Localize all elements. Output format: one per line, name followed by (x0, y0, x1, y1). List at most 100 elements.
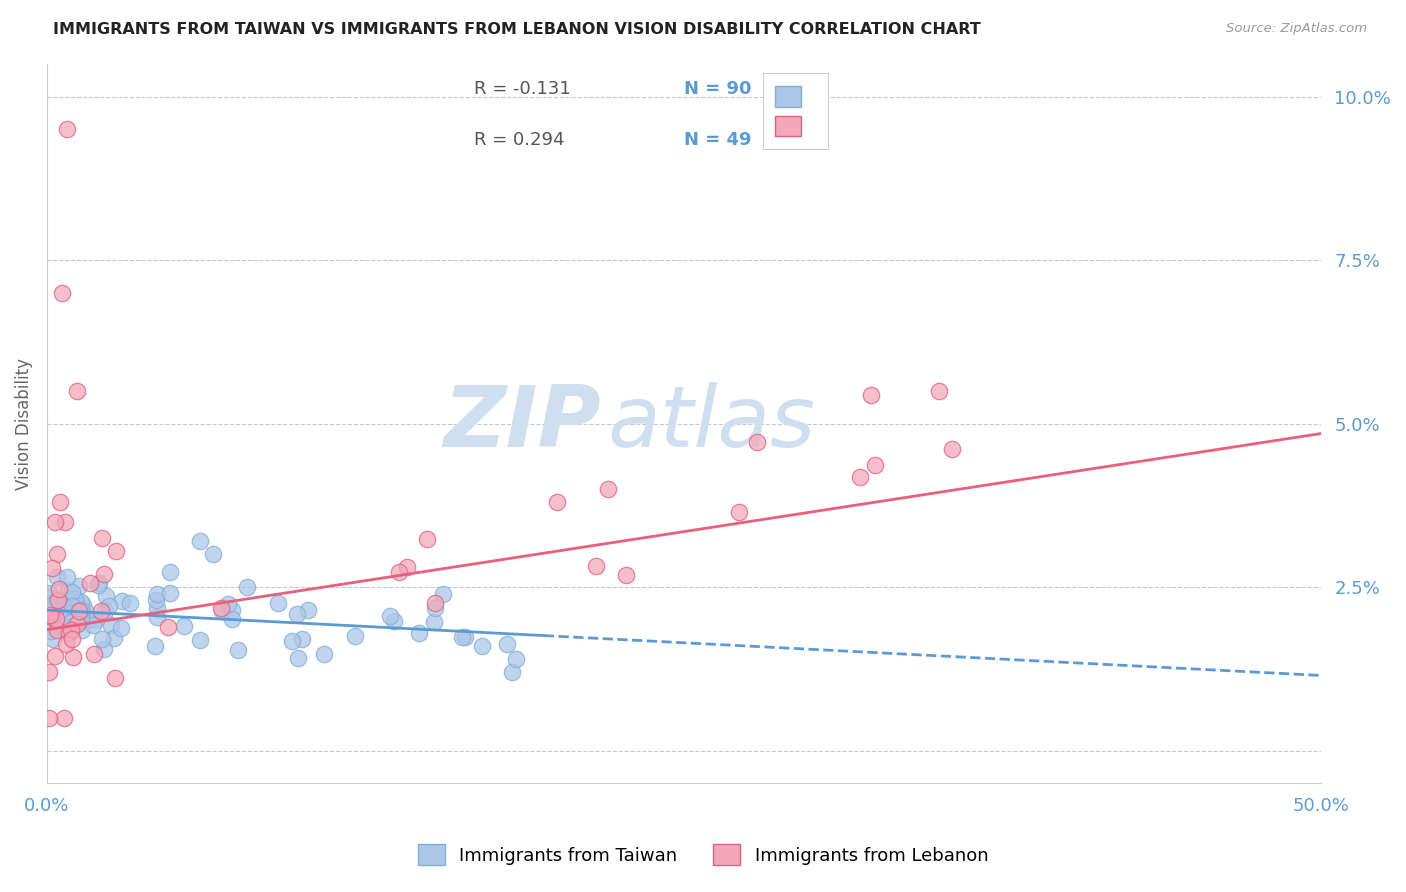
Point (454, 630, 477, 644)
Point (287, 607, 309, 621)
Point (66, 599, 89, 613)
Point (745, 435, 768, 450)
Point (60, 599, 83, 613)
Point (382, 614, 405, 628)
Point (110, 621, 132, 635)
Point (44, 648, 66, 663)
Point (281, 633, 304, 648)
Point (39, 615, 62, 629)
Point (38, 711, 60, 725)
Point (728, 505, 751, 519)
Point (211, 604, 233, 618)
Point (83, 647, 105, 661)
Point (60, 606, 83, 620)
Point (217, 598, 239, 612)
Point (46, 593, 69, 607)
Point (56, 621, 79, 635)
Point (287, 651, 309, 665)
Point (58, 593, 80, 607)
Text: N = 49: N = 49 (683, 130, 751, 149)
Point (159, 585, 181, 599)
Point (596, 482, 619, 496)
Point (156, 620, 179, 634)
Point (59, 623, 82, 637)
Point (451, 630, 474, 644)
Point (42, 632, 65, 646)
Text: atlas: atlas (607, 382, 815, 466)
Point (928, 384, 950, 398)
Point (425, 596, 447, 610)
Point (66, 384, 89, 398)
Point (408, 626, 430, 640)
Point (56, 570, 79, 584)
Point (84, 613, 107, 627)
Point (60, 585, 83, 599)
Point (90, 632, 112, 646)
Point (146, 610, 169, 624)
Point (505, 651, 527, 665)
Point (91, 531, 114, 545)
Point (395, 560, 418, 574)
Point (63, 606, 86, 620)
Point (52, 711, 75, 725)
Text: R = -0.131: R = -0.131 (474, 80, 571, 98)
Point (62, 649, 84, 664)
Point (55, 637, 77, 651)
Point (82, 617, 104, 632)
Point (291, 632, 314, 647)
Point (546, 495, 568, 509)
Point (62, 591, 84, 606)
Point (93, 567, 115, 582)
Point (56, 583, 79, 598)
Point (48, 621, 70, 635)
Point (201, 548, 224, 562)
Point (38, 665, 60, 679)
Point (46, 616, 69, 631)
Point (104, 671, 127, 685)
Point (46, 570, 69, 584)
Point (70, 595, 93, 609)
Point (314, 647, 336, 661)
Point (38, 586, 60, 600)
Point (110, 594, 132, 608)
Point (66, 617, 89, 632)
Point (66, 614, 89, 628)
Point (416, 532, 439, 546)
Point (51, 609, 73, 624)
Point (56, 122, 79, 136)
Point (53, 515, 76, 529)
Point (266, 596, 288, 610)
Point (60, 615, 83, 629)
Point (94, 603, 117, 617)
Point (221, 612, 243, 626)
Point (51, 612, 73, 626)
Point (941, 442, 963, 457)
Point (173, 619, 195, 633)
Point (67, 604, 90, 618)
Point (120, 596, 142, 610)
Point (38, 599, 60, 613)
Point (104, 544, 127, 558)
Point (146, 587, 169, 601)
Point (422, 615, 444, 629)
Point (343, 629, 366, 643)
Legend: Immigrants from Taiwan, Immigrants from Lebanon: Immigrants from Taiwan, Immigrants from … (409, 835, 997, 874)
Point (297, 603, 319, 617)
Point (77, 612, 100, 626)
Point (221, 603, 243, 617)
Point (48, 582, 70, 596)
Text: Source: ZipAtlas.com: Source: ZipAtlas.com (1226, 22, 1367, 36)
Point (51, 285, 73, 300)
Point (143, 639, 166, 653)
Point (63, 592, 86, 607)
Point (45, 612, 67, 626)
Point (39, 608, 62, 623)
Point (432, 587, 454, 601)
Point (145, 593, 167, 607)
Text: N = 90: N = 90 (683, 80, 751, 98)
Point (86, 577, 108, 591)
Point (79, 575, 101, 590)
Text: ZIP: ZIP (443, 382, 602, 466)
Point (235, 580, 257, 594)
Point (48, 495, 70, 509)
